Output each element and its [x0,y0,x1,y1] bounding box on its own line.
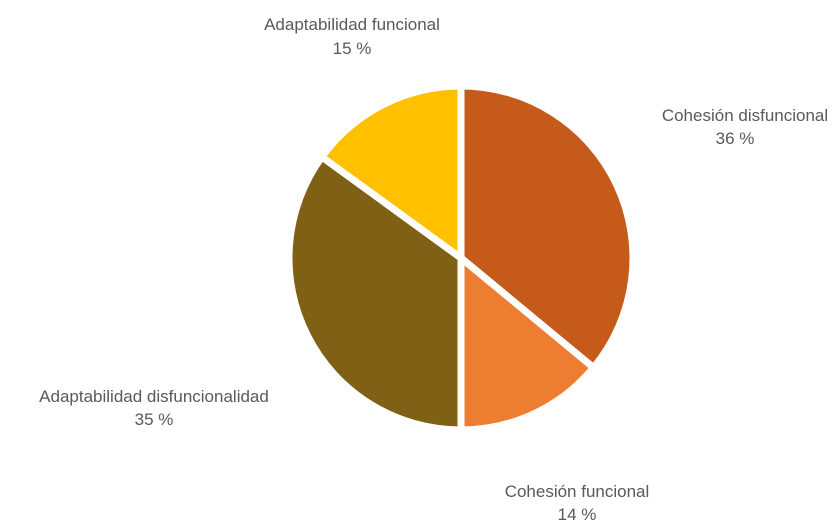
slice-label-adaptabilidad-disfuncionalidad: Adaptabilidad disfuncionalidad [39,387,269,406]
pie-slice-cohesión-funcional [457,250,599,434]
pie-slice-cohesión-disfuncional [457,82,637,373]
pie-slice-adaptabilidad-funcional [316,82,465,265]
pie-labels: Cohesión disfuncional 36 % Cohesión func… [39,15,828,523]
slice-value-cohesion-funcional: 14 % [558,505,597,523]
slice-label-adaptabilidad-funcional: Adaptabilidad funcional [264,15,440,34]
pie-slice-adaptabilidad-disfuncionalidad [285,152,465,434]
slice-label-cohesion-funcional: Cohesión funcional [505,482,650,501]
slice-value-adaptabilidad-funcional: 15 % [333,39,372,58]
pie-slices [285,82,637,434]
slice-value-cohesion-disfuncional: 36 % [716,129,755,148]
slice-label-cohesion-disfuncional: Cohesión disfuncional [662,106,828,125]
slice-value-adaptabilidad-disfuncionalidad: 35 % [135,410,174,429]
